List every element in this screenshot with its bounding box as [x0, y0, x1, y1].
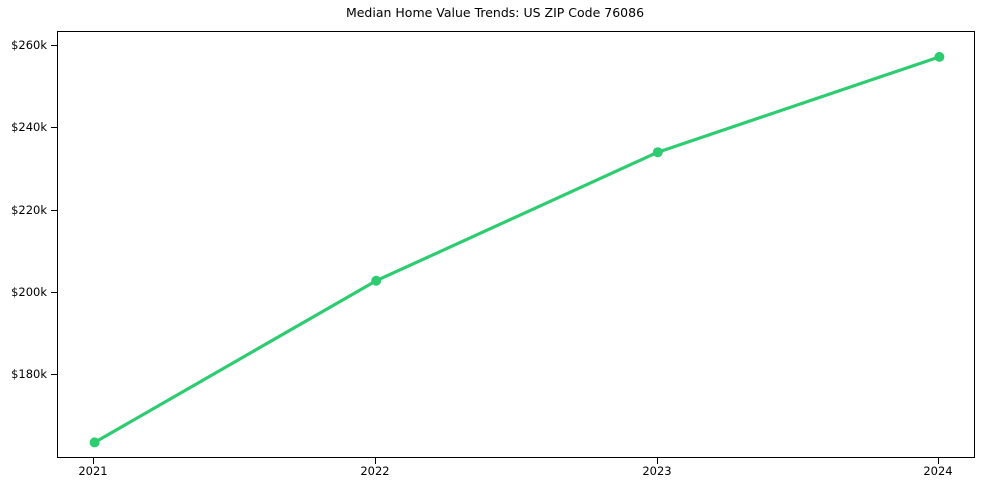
x-tick-label-2022: 2022 — [360, 464, 390, 478]
y-tick-mark-200k — [51, 292, 57, 293]
x-tick-mark-2021 — [93, 458, 94, 464]
x-tick-label-2023: 2023 — [642, 464, 672, 478]
y-tick-mark-220k — [51, 210, 57, 211]
series-line-median-home-value — [93, 55, 941, 445]
y-tick-label-200k: $200k — [11, 285, 47, 299]
y-tick-mark-240k — [51, 127, 57, 128]
x-tick-label-2024: 2024 — [923, 464, 953, 478]
y-tick-mark-180k — [51, 374, 57, 375]
data-series-line-chart — [89, 51, 945, 448]
chart-title: Median Home Value Trends: US ZIP Code 76… — [345, 5, 645, 20]
data-point-2023 — [652, 147, 663, 158]
y-tick-label-220k: $220k — [11, 203, 47, 217]
y-tick-label-260k: $260k — [11, 38, 47, 52]
x-tick-mark-2023 — [657, 458, 658, 464]
data-point-2021 — [89, 437, 100, 448]
plot-area — [57, 31, 975, 458]
data-point-2022 — [371, 275, 382, 286]
y-axis-tick-labels: $260k $240k $220k $200k $180k — [0, 0, 47, 490]
series-markers — [89, 51, 945, 448]
x-tick-label-2021: 2021 — [78, 464, 108, 478]
y-tick-label-240k: $240k — [11, 120, 47, 134]
x-tick-mark-2022 — [375, 458, 376, 464]
y-tick-label-180k: $180k — [11, 367, 47, 381]
x-tick-mark-2024 — [938, 458, 939, 464]
y-tick-mark-260k — [51, 45, 57, 46]
data-point-2024 — [934, 51, 945, 62]
